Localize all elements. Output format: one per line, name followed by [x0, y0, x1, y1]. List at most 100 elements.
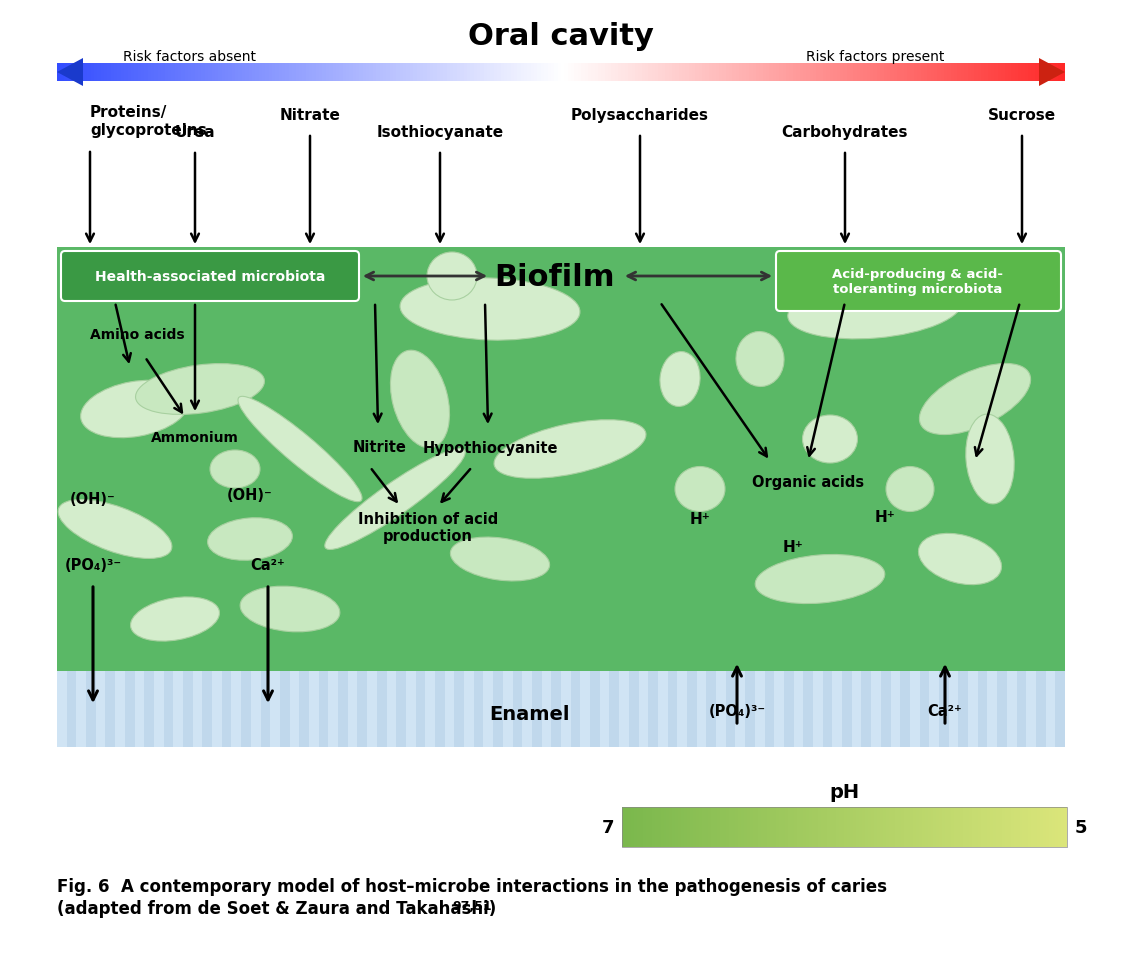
Ellipse shape — [736, 332, 784, 387]
Text: H⁺: H⁺ — [690, 512, 710, 527]
Polygon shape — [720, 807, 723, 847]
Polygon shape — [927, 64, 930, 82]
Polygon shape — [711, 807, 714, 847]
Polygon shape — [669, 64, 672, 82]
Polygon shape — [827, 64, 830, 82]
Polygon shape — [1055, 64, 1058, 82]
Polygon shape — [622, 64, 625, 82]
Polygon shape — [886, 807, 889, 847]
Polygon shape — [1034, 64, 1038, 82]
Polygon shape — [605, 64, 608, 82]
Polygon shape — [162, 64, 165, 82]
Polygon shape — [292, 64, 295, 82]
Polygon shape — [1048, 64, 1051, 82]
Text: Risk factors absent: Risk factors absent — [123, 50, 257, 64]
Text: (OH)⁻: (OH)⁻ — [70, 492, 116, 507]
Polygon shape — [393, 64, 396, 82]
Polygon shape — [248, 64, 251, 82]
Polygon shape — [803, 807, 806, 847]
Polygon shape — [349, 64, 352, 82]
Polygon shape — [373, 64, 376, 82]
Polygon shape — [1055, 807, 1058, 847]
Text: pH: pH — [829, 783, 859, 802]
Ellipse shape — [210, 450, 260, 488]
Polygon shape — [735, 807, 737, 847]
Polygon shape — [904, 807, 907, 847]
Polygon shape — [531, 64, 534, 82]
Polygon shape — [774, 671, 784, 747]
Polygon shape — [118, 64, 121, 82]
Polygon shape — [776, 64, 780, 82]
Text: Inhibition of acid
production: Inhibition of acid production — [358, 511, 498, 543]
Polygon shape — [564, 64, 568, 82]
Polygon shape — [1022, 807, 1026, 847]
Polygon shape — [376, 64, 379, 82]
Polygon shape — [1021, 64, 1024, 82]
Polygon shape — [662, 64, 665, 82]
Polygon shape — [824, 64, 827, 82]
Polygon shape — [423, 64, 426, 82]
Polygon shape — [600, 671, 609, 747]
Polygon shape — [1011, 64, 1014, 82]
Polygon shape — [615, 64, 618, 82]
Text: Biofilm: Biofilm — [495, 263, 615, 292]
Polygon shape — [524, 64, 527, 82]
Polygon shape — [202, 64, 205, 82]
Polygon shape — [521, 64, 524, 82]
Polygon shape — [836, 807, 838, 847]
Polygon shape — [484, 64, 487, 82]
Polygon shape — [61, 64, 64, 82]
Polygon shape — [352, 64, 356, 82]
Polygon shape — [319, 64, 322, 82]
Polygon shape — [883, 64, 886, 82]
Polygon shape — [657, 671, 668, 747]
Polygon shape — [141, 64, 145, 82]
Polygon shape — [1058, 807, 1061, 847]
Ellipse shape — [494, 420, 646, 479]
Polygon shape — [104, 64, 108, 82]
Text: (adapted from de Soet & Zaura and Takahashi): (adapted from de Soet & Zaura and Takaha… — [57, 899, 496, 917]
Polygon shape — [433, 64, 436, 82]
Polygon shape — [178, 64, 182, 82]
Polygon shape — [628, 807, 631, 847]
Polygon shape — [709, 64, 712, 82]
Polygon shape — [387, 671, 396, 747]
Polygon shape — [128, 64, 131, 82]
Polygon shape — [838, 807, 842, 847]
Polygon shape — [714, 807, 717, 847]
Polygon shape — [847, 807, 850, 847]
Polygon shape — [222, 64, 226, 82]
Polygon shape — [975, 807, 978, 847]
Text: 7: 7 — [601, 818, 614, 836]
Polygon shape — [997, 64, 1001, 82]
Polygon shape — [362, 64, 366, 82]
FancyBboxPatch shape — [61, 252, 359, 302]
Polygon shape — [767, 807, 771, 847]
Polygon shape — [780, 64, 783, 82]
Polygon shape — [282, 64, 285, 82]
Polygon shape — [638, 64, 642, 82]
Polygon shape — [818, 807, 821, 847]
Polygon shape — [871, 671, 881, 747]
Polygon shape — [910, 671, 920, 747]
Polygon shape — [232, 64, 236, 82]
Polygon shape — [416, 64, 420, 82]
Polygon shape — [923, 64, 927, 82]
Polygon shape — [867, 64, 871, 82]
Polygon shape — [270, 671, 279, 747]
Polygon shape — [195, 64, 199, 82]
Polygon shape — [827, 807, 829, 847]
Polygon shape — [746, 64, 749, 82]
Polygon shape — [889, 807, 892, 847]
Ellipse shape — [324, 449, 466, 550]
Polygon shape — [845, 807, 847, 847]
Polygon shape — [76, 671, 86, 747]
Polygon shape — [632, 64, 635, 82]
Polygon shape — [951, 807, 955, 847]
Polygon shape — [1029, 807, 1031, 847]
Polygon shape — [325, 64, 329, 82]
Ellipse shape — [919, 364, 1031, 435]
Polygon shape — [880, 807, 883, 847]
Polygon shape — [716, 64, 719, 82]
Polygon shape — [773, 64, 776, 82]
